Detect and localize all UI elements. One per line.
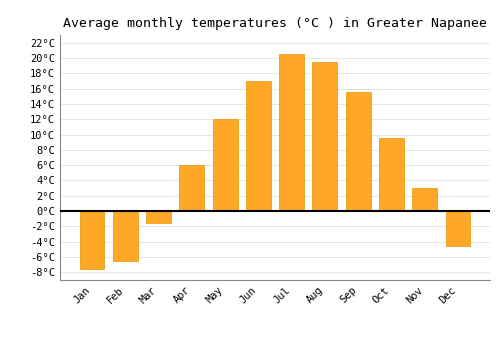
Bar [412,188,437,211]
Bar [279,54,304,211]
Bar [212,119,238,211]
Bar [113,211,138,261]
Bar [312,62,338,211]
Bar [180,165,204,211]
Bar [246,81,271,211]
Bar [379,138,404,211]
Bar [146,211,171,223]
Bar [346,92,370,211]
Bar [446,211,470,246]
Bar [80,211,104,268]
Title: Average monthly temperatures (°C ) in Greater Napanee: Average monthly temperatures (°C ) in Gr… [63,17,487,30]
